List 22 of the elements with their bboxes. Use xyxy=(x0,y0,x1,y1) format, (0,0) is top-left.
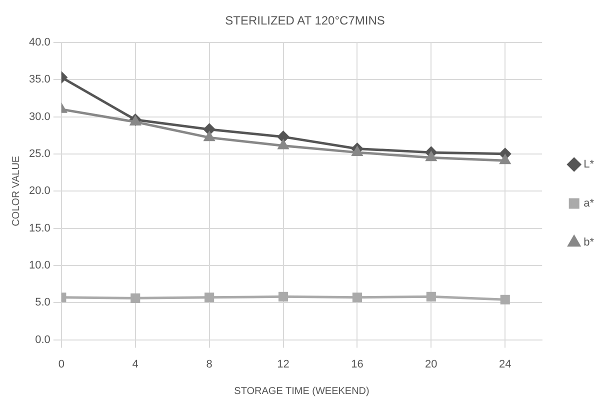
y-tick-label: 25.0 xyxy=(28,148,50,160)
chart-title: STERILIZED AT 120°C7MINS xyxy=(225,14,385,28)
y-tick-label: 30.0 xyxy=(28,110,50,123)
legend-label: a* xyxy=(584,198,595,210)
y-tick-label: 35.0 xyxy=(28,74,50,86)
x-tick-label: 16 xyxy=(351,358,364,370)
y-tick-label: 15.0 xyxy=(28,222,50,234)
x-tick-label: 20 xyxy=(425,358,438,370)
x-tick-label: 8 xyxy=(206,358,212,370)
x-tick-label: 0 xyxy=(58,358,64,370)
x-tick-label: 12 xyxy=(277,358,290,370)
y-tick-label: 40.0 xyxy=(28,36,50,48)
x-tick-label: 4 xyxy=(132,358,138,370)
legend-label: b* xyxy=(584,236,595,249)
x-axis-title: STORAGE TIME (WEEKEND) xyxy=(234,386,370,397)
y-tick-label: 5.0 xyxy=(35,296,50,309)
x-tick-label: 24 xyxy=(499,358,512,370)
y-tick-label: 20.0 xyxy=(28,185,50,198)
y-axis-title: COLOR VALUE xyxy=(10,156,22,226)
legend-label: L* xyxy=(584,158,595,171)
y-tick-label: 0.0 xyxy=(35,334,50,346)
y-tick-label: 10.0 xyxy=(28,259,50,272)
